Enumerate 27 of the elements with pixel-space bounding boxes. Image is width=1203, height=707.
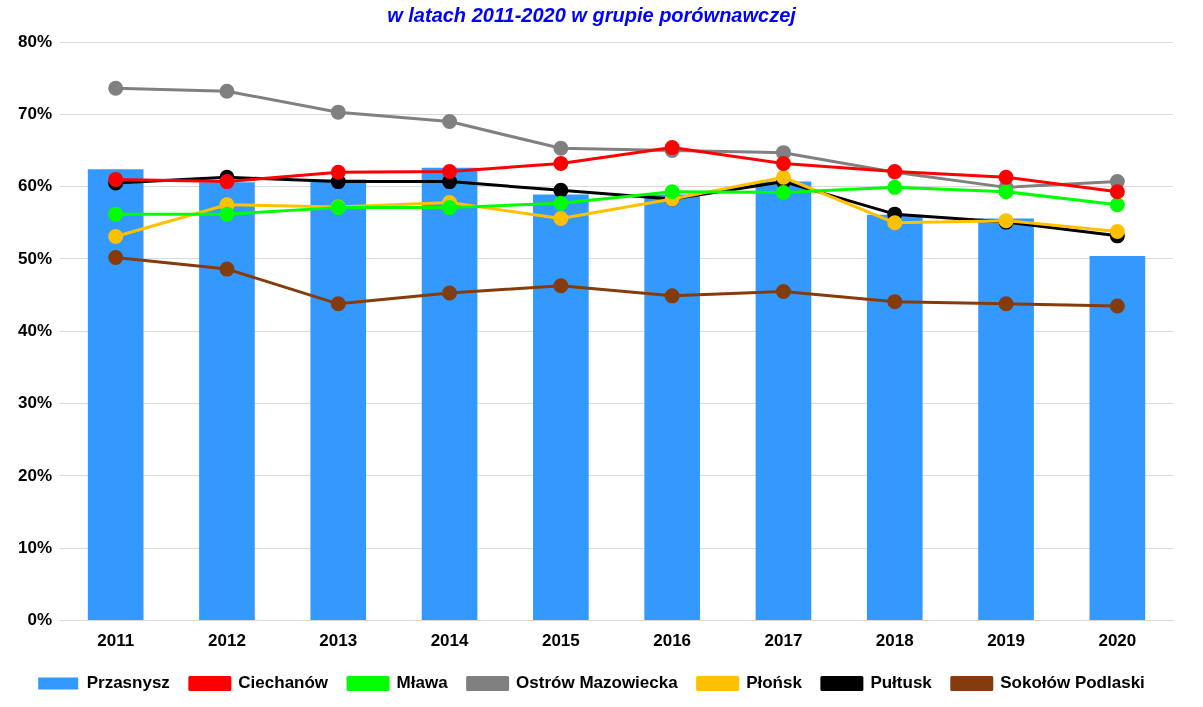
- legend-label: Mława: [396, 673, 449, 693]
- legend-label: Płońsk: [746, 673, 803, 693]
- y-tick-label: 20%: [17, 465, 53, 485]
- x-tick-label: 2011: [97, 631, 135, 651]
- y-tick-label: 70%: [17, 104, 53, 124]
- y-tick-label: 40%: [17, 320, 53, 340]
- chart-title: w latach 2011-2020 w grupie porównawczej: [387, 3, 797, 26]
- x-tick-label: 2012: [208, 631, 246, 651]
- x-tick-label: 2016: [653, 631, 692, 651]
- legend-label: Ostrów Mazowiecka: [516, 673, 679, 693]
- x-tick-label: 2018: [875, 631, 914, 651]
- x-tick-label: 2015: [541, 631, 580, 651]
- y-tick-label: 0%: [27, 610, 53, 630]
- legend-label: Pułtusk: [870, 673, 933, 693]
- legend-label: Ciechanów: [238, 673, 329, 693]
- legend-label: Sokołów Podlaski: [1000, 673, 1145, 693]
- y-tick-label: 80%: [17, 31, 53, 51]
- x-tick-label: 2020: [1098, 631, 1137, 651]
- legend-label: Przasnysz: [86, 673, 170, 693]
- x-tick-label: 2014: [430, 631, 470, 651]
- y-tick-label: 30%: [17, 393, 53, 413]
- y-tick-label: 60%: [17, 176, 53, 196]
- y-tick-label: 50%: [17, 248, 53, 268]
- x-tick-label: 2013: [319, 631, 358, 651]
- x-tick-label: 2019: [987, 631, 1025, 651]
- x-tick-label: 2017: [764, 631, 803, 651]
- y-tick-label: 10%: [17, 537, 53, 557]
